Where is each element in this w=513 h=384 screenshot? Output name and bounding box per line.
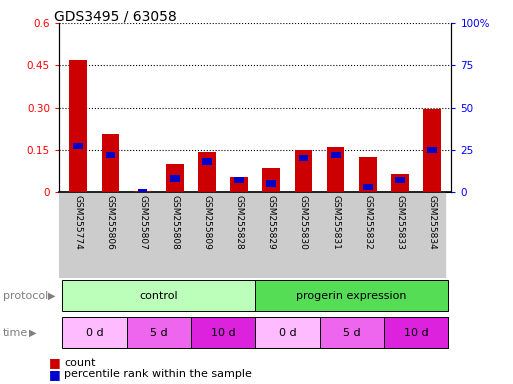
- Bar: [198, 152, 216, 192]
- Text: time: time: [3, 328, 28, 338]
- Text: control: control: [140, 291, 178, 301]
- Text: 0 d: 0 d: [279, 328, 296, 338]
- Bar: [363, 184, 372, 190]
- Bar: [395, 177, 405, 183]
- Bar: [134, 191, 151, 192]
- Bar: [202, 159, 212, 165]
- Text: GSM255830: GSM255830: [299, 195, 308, 250]
- Text: 5 d: 5 d: [343, 328, 361, 338]
- Bar: [166, 164, 184, 192]
- Text: GSM255806: GSM255806: [106, 195, 115, 250]
- Text: ■: ■: [49, 368, 61, 381]
- Text: GSM255774: GSM255774: [74, 195, 83, 249]
- Bar: [391, 174, 409, 192]
- Text: GSM255808: GSM255808: [170, 195, 180, 250]
- Bar: [138, 189, 148, 195]
- Text: protocol: protocol: [3, 291, 48, 301]
- Bar: [255, 280, 448, 311]
- Text: GDS3495 / 63058: GDS3495 / 63058: [54, 10, 176, 23]
- Text: ▶: ▶: [48, 291, 55, 301]
- Bar: [331, 152, 341, 158]
- Text: GSM255829: GSM255829: [267, 195, 276, 249]
- Bar: [62, 280, 255, 311]
- Bar: [294, 150, 312, 192]
- Bar: [320, 317, 384, 349]
- Text: 0 d: 0 d: [86, 328, 103, 338]
- Text: 10 d: 10 d: [404, 328, 428, 338]
- FancyBboxPatch shape: [59, 192, 445, 278]
- Bar: [106, 152, 115, 158]
- Text: percentile rank within the sample: percentile rank within the sample: [64, 369, 252, 379]
- Text: 10 d: 10 d: [211, 328, 235, 338]
- Bar: [255, 317, 320, 349]
- Bar: [191, 317, 255, 349]
- Bar: [230, 177, 248, 192]
- Bar: [170, 175, 180, 182]
- Bar: [423, 109, 441, 192]
- Text: GSM255807: GSM255807: [138, 195, 147, 250]
- Bar: [234, 177, 244, 183]
- Text: GSM255828: GSM255828: [234, 195, 244, 249]
- Bar: [299, 155, 308, 161]
- Bar: [384, 317, 448, 349]
- Bar: [263, 168, 280, 192]
- Bar: [327, 147, 345, 192]
- Text: progerin expression: progerin expression: [297, 291, 407, 301]
- Text: GSM255833: GSM255833: [396, 195, 404, 250]
- Text: count: count: [64, 358, 95, 368]
- Text: GSM255834: GSM255834: [428, 195, 437, 249]
- Bar: [427, 147, 437, 153]
- Text: 5 d: 5 d: [150, 328, 168, 338]
- Text: GSM255832: GSM255832: [363, 195, 372, 249]
- Bar: [359, 157, 377, 192]
- Text: GSM255809: GSM255809: [203, 195, 211, 250]
- Bar: [266, 180, 276, 187]
- Bar: [127, 317, 191, 349]
- Text: GSM255831: GSM255831: [331, 195, 340, 250]
- Bar: [69, 60, 87, 192]
- Text: ■: ■: [49, 356, 61, 369]
- Text: ▶: ▶: [29, 328, 37, 338]
- Bar: [73, 143, 83, 149]
- Bar: [62, 317, 127, 349]
- Bar: [102, 134, 120, 192]
